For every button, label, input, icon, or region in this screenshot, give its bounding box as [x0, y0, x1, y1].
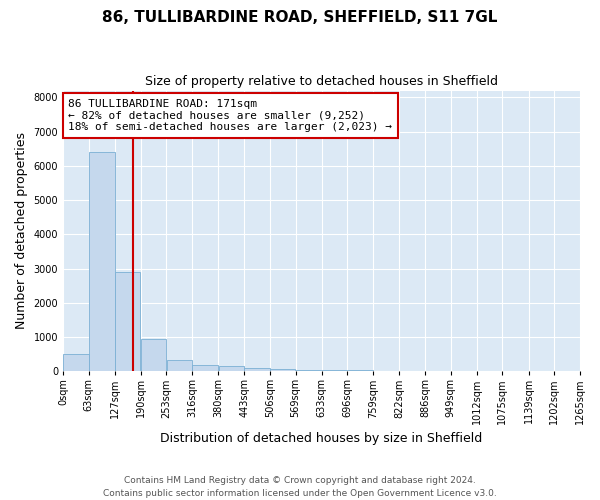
- Bar: [348, 370, 373, 371]
- Text: 86, TULLIBARDINE ROAD, SHEFFIELD, S11 7GL: 86, TULLIBARDINE ROAD, SHEFFIELD, S11 7G…: [103, 10, 497, 25]
- Bar: [193, 364, 218, 371]
- Bar: [141, 338, 166, 371]
- Bar: [63, 354, 89, 371]
- Bar: [296, 370, 322, 371]
- Title: Size of property relative to detached houses in Sheffield: Size of property relative to detached ho…: [145, 75, 498, 88]
- Bar: [115, 272, 140, 371]
- Text: Contains HM Land Registry data © Crown copyright and database right 2024.
Contai: Contains HM Land Registry data © Crown c…: [103, 476, 497, 498]
- Bar: [373, 370, 399, 371]
- X-axis label: Distribution of detached houses by size in Sheffield: Distribution of detached houses by size …: [160, 432, 482, 445]
- Bar: [167, 360, 192, 371]
- Bar: [218, 366, 244, 371]
- Text: 86 TULLIBARDINE ROAD: 171sqm
← 82% of detached houses are smaller (9,252)
18% of: 86 TULLIBARDINE ROAD: 171sqm ← 82% of de…: [68, 99, 392, 132]
- Bar: [244, 368, 269, 371]
- Bar: [322, 370, 347, 371]
- Y-axis label: Number of detached properties: Number of detached properties: [15, 132, 28, 330]
- Bar: [89, 152, 115, 371]
- Bar: [270, 369, 295, 371]
